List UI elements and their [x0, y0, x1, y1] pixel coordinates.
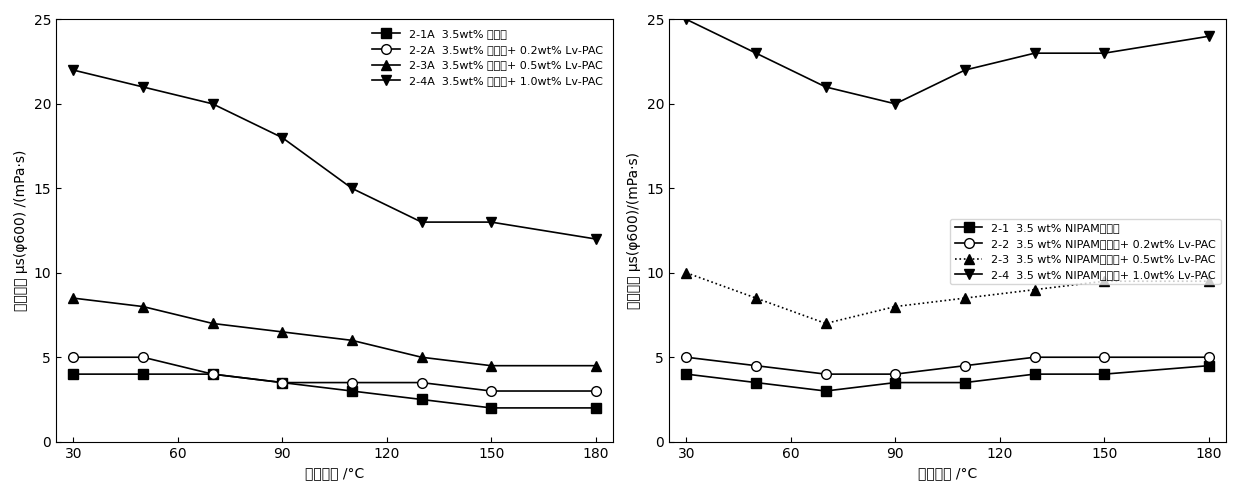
- X-axis label: 热滚温度 /°C: 热滚温度 /°C: [305, 466, 365, 480]
- Legend: 2-1A  3.5wt% 膨润土, 2-2A  3.5wt% 膨润土+ 0.2wt% Lv-PAC, 2-3A  3.5wt% 膨润土+ 0.5wt% Lv-P: 2-1A 3.5wt% 膨润土, 2-2A 3.5wt% 膨润土+ 0.2wt%…: [368, 25, 608, 90]
- X-axis label: 热滚温度 /°C: 热滚温度 /°C: [918, 466, 977, 480]
- Legend: 2-1  3.5 wt% NIPAM膨润土, 2-2  3.5 wt% NIPAM膨润土+ 0.2wt% Lv-PAC, 2-3  3.5 wt% NIPAM膨: 2-1 3.5 wt% NIPAM膨润土, 2-2 3.5 wt% NIPAM膨…: [950, 219, 1220, 285]
- Y-axis label: 表观粘度 μs(φ600) /(mPa·s): 表观粘度 μs(φ600) /(mPa·s): [14, 150, 27, 311]
- Y-axis label: 表观粘度 μs(φ600)/(mPa·s): 表观粘度 μs(φ600)/(mPa·s): [627, 152, 641, 309]
